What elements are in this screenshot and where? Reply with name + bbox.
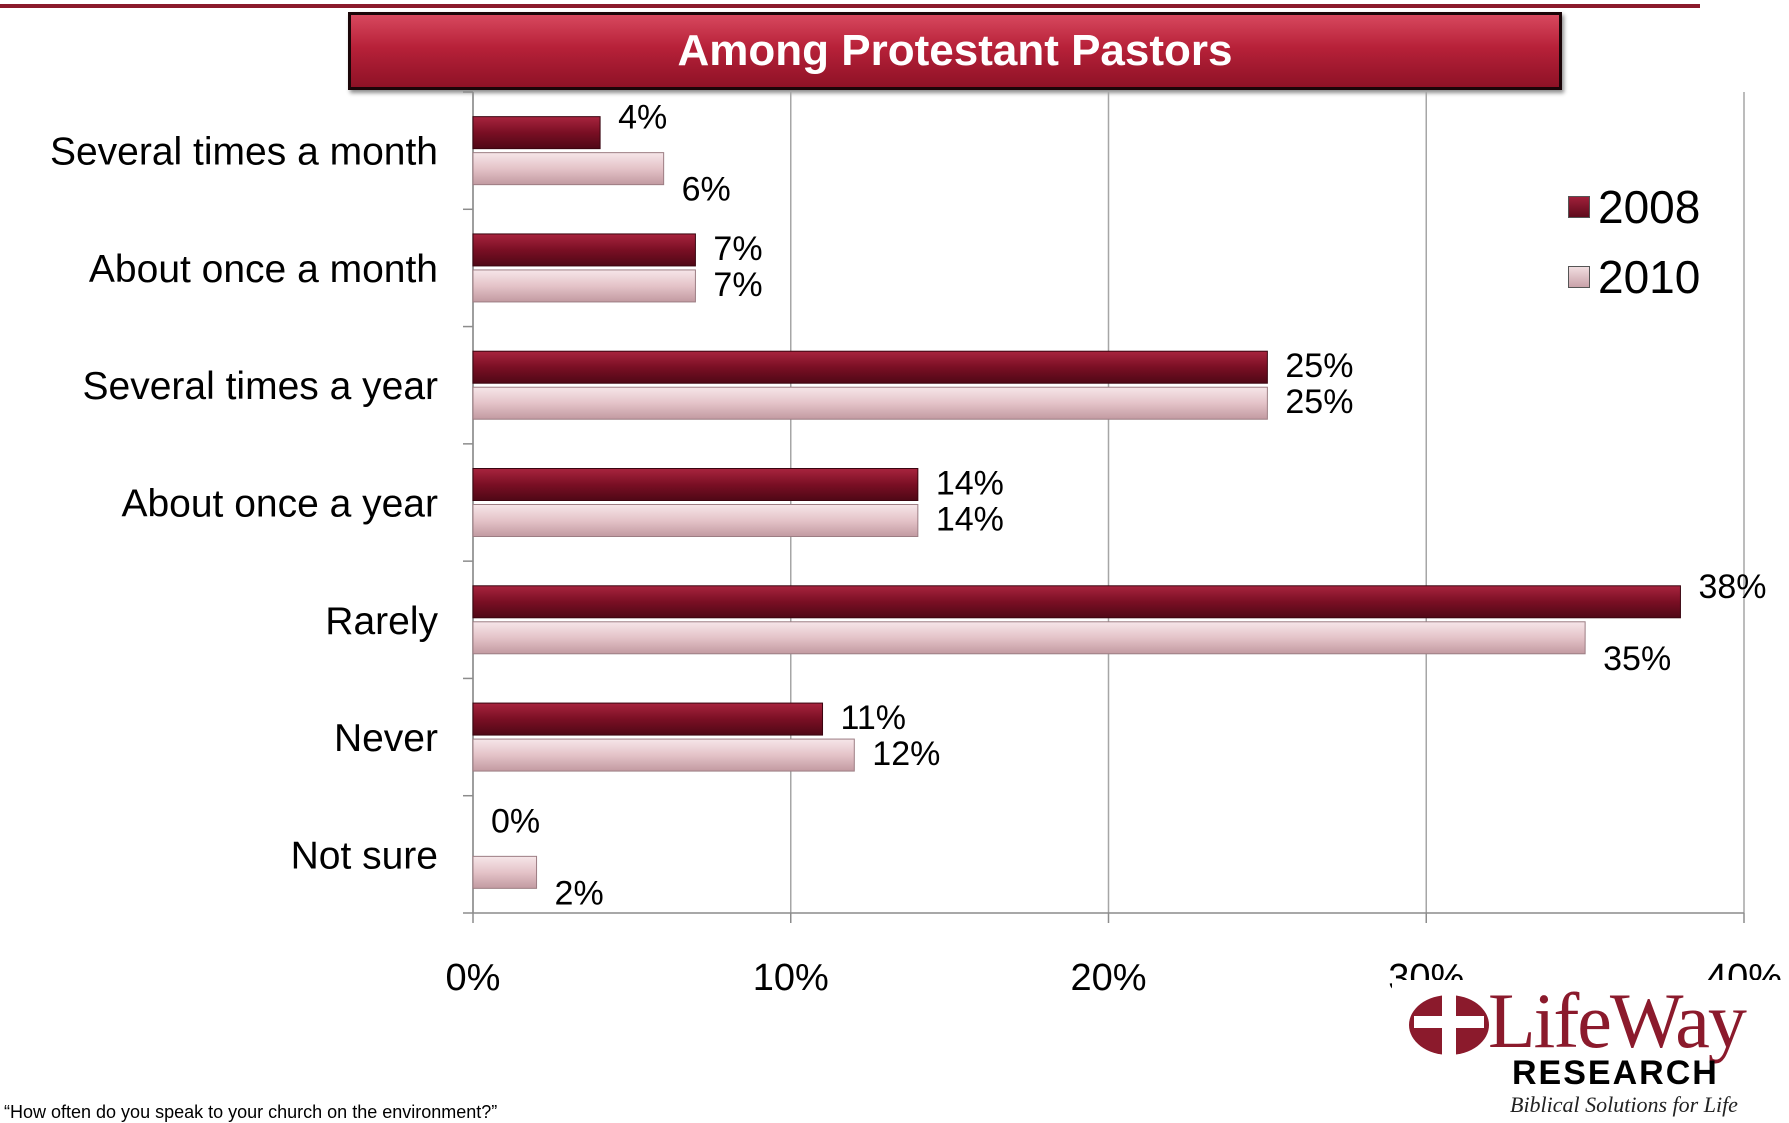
data-label-2010: 6% (682, 171, 731, 209)
lifeway-research-logo: LifeWay RESEARCH Biblical Solutions for … (1392, 977, 1788, 1118)
category-label: Never (334, 717, 438, 760)
legend-label-2008: 2008 (1598, 181, 1701, 233)
data-label-2010: 12% (872, 735, 940, 773)
lifeway-cross-icon (1409, 994, 1489, 1056)
bar-2010 (472, 621, 1586, 655)
data-label-2008: 4% (618, 99, 667, 137)
title-banner: Among Protestant Pastors (348, 12, 1562, 90)
category-label: Several times a month (50, 131, 438, 174)
category-label: About once a month (89, 248, 438, 291)
bar-2010 (472, 386, 1268, 420)
bar-2008 (472, 585, 1681, 619)
x-tick-label: 10% (753, 957, 829, 999)
data-label-2008: 14% (936, 465, 1004, 503)
bar-2010 (472, 152, 665, 186)
legend-item-2008: 2008 (1568, 172, 1700, 242)
legend-swatch-2008 (1568, 196, 1590, 218)
logo-research-text: RESEARCH (1512, 1054, 1719, 1092)
data-label-2008: 11% (841, 699, 907, 737)
bar-2010 (472, 269, 696, 303)
bar-2010 (472, 855, 538, 889)
data-label-2008: 7% (713, 230, 762, 268)
bar-2008 (472, 468, 919, 501)
category-label: Rarely (325, 600, 438, 643)
category-label: Not sure (291, 834, 438, 877)
bar-2008 (472, 116, 601, 150)
footnote-question: “How often do you speak to your church o… (4, 1102, 498, 1122)
category-label: Several times a year (83, 365, 438, 408)
data-label-2010: 35% (1603, 640, 1671, 678)
legend-item-2010: 2010 (1568, 242, 1700, 312)
data-label-2008: 25% (1285, 347, 1353, 385)
x-tick-label: 0% (446, 957, 501, 999)
bar-2008 (472, 702, 824, 736)
bar-2010 (472, 504, 919, 537)
legend: 2008 2010 (1568, 172, 1700, 312)
category-label: About once a year (121, 483, 438, 526)
data-label-2010: 7% (713, 266, 762, 304)
data-label-2010: 2% (555, 874, 604, 912)
data-label-2008: 38% (1698, 568, 1766, 606)
legend-swatch-2010 (1568, 266, 1590, 288)
logo-tagline: Biblical Solutions for Life (1510, 1092, 1738, 1117)
data-label-2010: 25% (1285, 383, 1353, 421)
bar-2008 (472, 350, 1268, 384)
data-label-2008: 0% (491, 802, 540, 840)
x-tick-label: 20% (1070, 957, 1146, 999)
top-accent-rule (0, 4, 1700, 8)
chart-title: Among Protestant Pastors (677, 26, 1233, 75)
bar-2008 (472, 233, 696, 267)
logo-wordmark: LifeWay (1488, 977, 1747, 1064)
legend-label-2010: 2010 (1598, 251, 1701, 303)
bar-2010 (472, 738, 855, 772)
data-label-2010: 14% (936, 501, 1004, 539)
